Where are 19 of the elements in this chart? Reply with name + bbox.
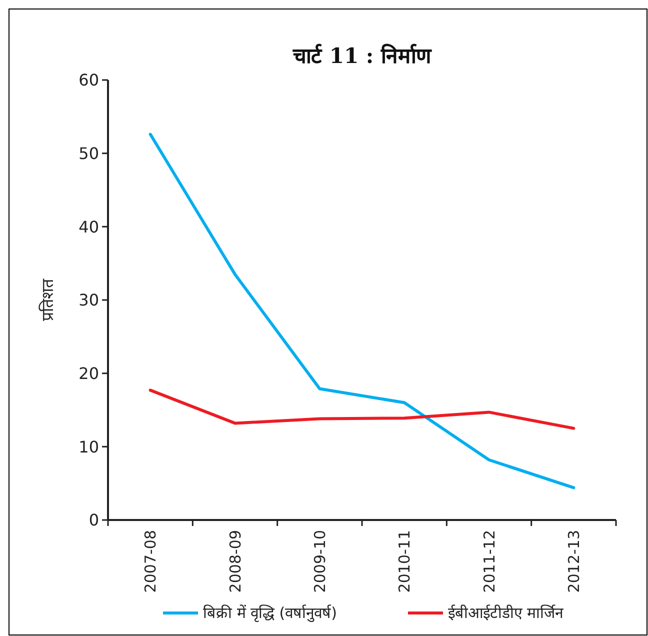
line-series <box>148 388 576 430</box>
y-tick-label: 60 <box>78 70 99 90</box>
x-tick-label: 2011-12 <box>480 530 498 593</box>
y-tick-label: 10 <box>78 437 99 456</box>
legend-label: ईबीआईटीडीए मार्जिन <box>448 604 564 622</box>
x-tick-label: 2007-08 <box>142 530 160 593</box>
x-tick-label: 2008-09 <box>226 530 244 593</box>
y-axis-title: प्रतिशत <box>38 278 57 321</box>
y-tick-label: 30 <box>78 290 99 310</box>
legend-label: बिक्री में वृद्धि (वर्षानुवर्ष) <box>203 604 338 623</box>
x-tick-label: 2012-13 <box>564 530 583 593</box>
y-tick-label: 50 <box>78 144 99 163</box>
y-tick-label: 20 <box>78 364 99 383</box>
chart-title: चार्ट 11 : निर्माण <box>292 43 432 68</box>
y-tick-label: 40 <box>78 217 99 236</box>
x-tick-label: 2010-11 <box>396 530 414 593</box>
line-series <box>148 132 576 490</box>
y-tick-label: 0 <box>88 510 99 530</box>
x-tick-label: 2009-10 <box>310 530 329 593</box>
